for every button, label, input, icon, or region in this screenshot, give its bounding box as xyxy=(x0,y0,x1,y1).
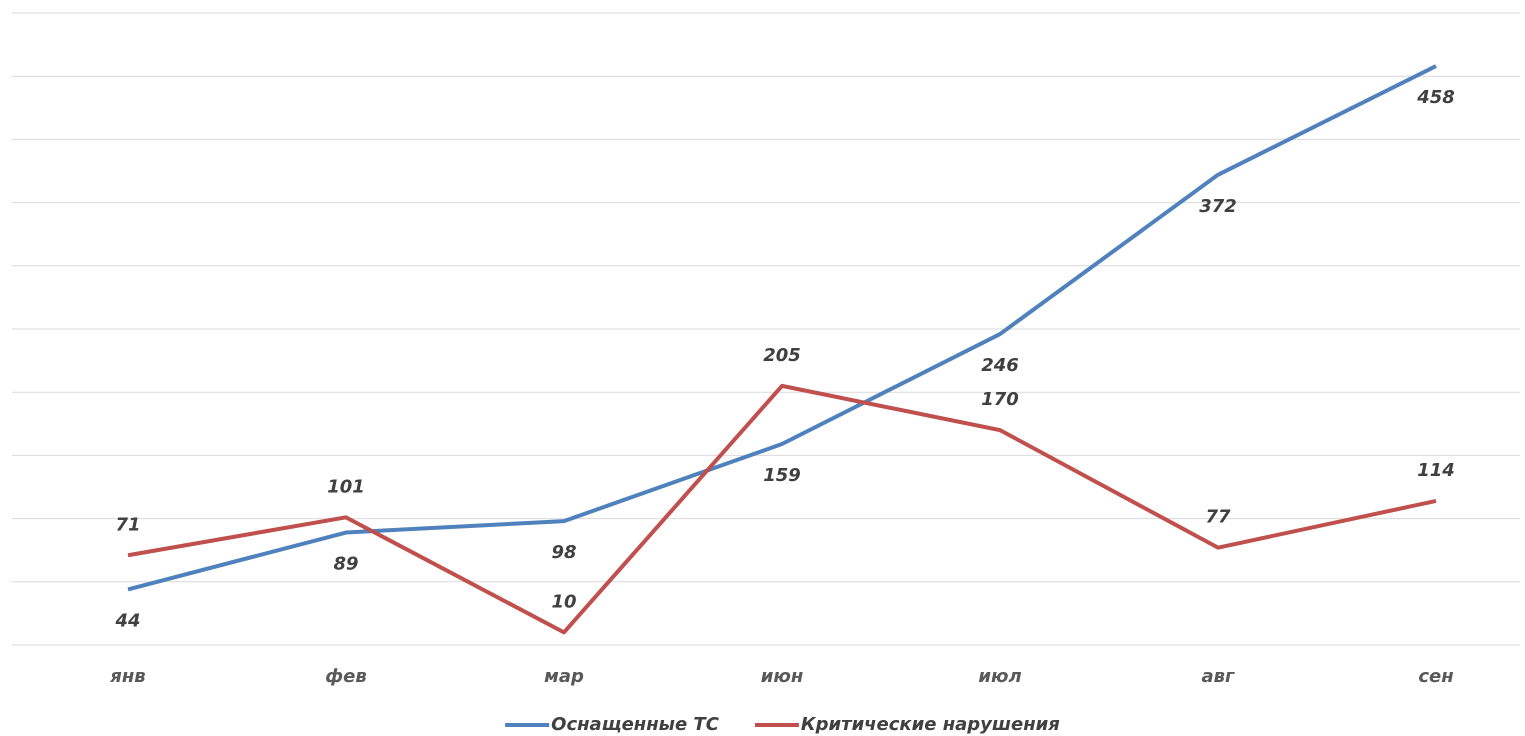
data-label: 205 xyxy=(763,345,801,366)
legend-item: Оснащенные ТС xyxy=(505,714,720,735)
data-label: 246 xyxy=(981,355,1019,376)
x-tick-label: июн xyxy=(761,666,804,687)
data-label: 170 xyxy=(981,389,1019,410)
data-label: 10 xyxy=(551,591,576,612)
legend-label: Оснащенные ТС xyxy=(551,714,720,735)
x-tick-label: фев xyxy=(325,666,366,687)
data-label: 71 xyxy=(115,514,140,535)
series-line xyxy=(127,383,1437,635)
legend: Оснащенные ТС Критические нарушения xyxy=(505,714,1060,735)
data-label: 458 xyxy=(1416,87,1455,108)
x-tick-label: сен xyxy=(1418,666,1453,687)
data-label: 44 xyxy=(114,610,140,631)
x-tick-label: мар xyxy=(544,666,584,687)
data-label: 114 xyxy=(1417,460,1455,481)
series-line xyxy=(127,64,1437,592)
x-tick-label: июл xyxy=(978,666,1021,687)
data-label: 77 xyxy=(1205,507,1231,528)
legend-label: Критические нарушения xyxy=(801,714,1060,735)
data-label: 372 xyxy=(1199,196,1237,217)
data-label: 101 xyxy=(327,476,365,497)
data-label: 89 xyxy=(333,554,358,575)
data-label: 159 xyxy=(763,465,801,486)
legend-item: Критические нарушения xyxy=(754,714,1060,735)
x-tick-label: янв xyxy=(109,666,145,687)
data-label: 98 xyxy=(551,542,576,563)
x-tick-label: авг xyxy=(1202,666,1236,687)
